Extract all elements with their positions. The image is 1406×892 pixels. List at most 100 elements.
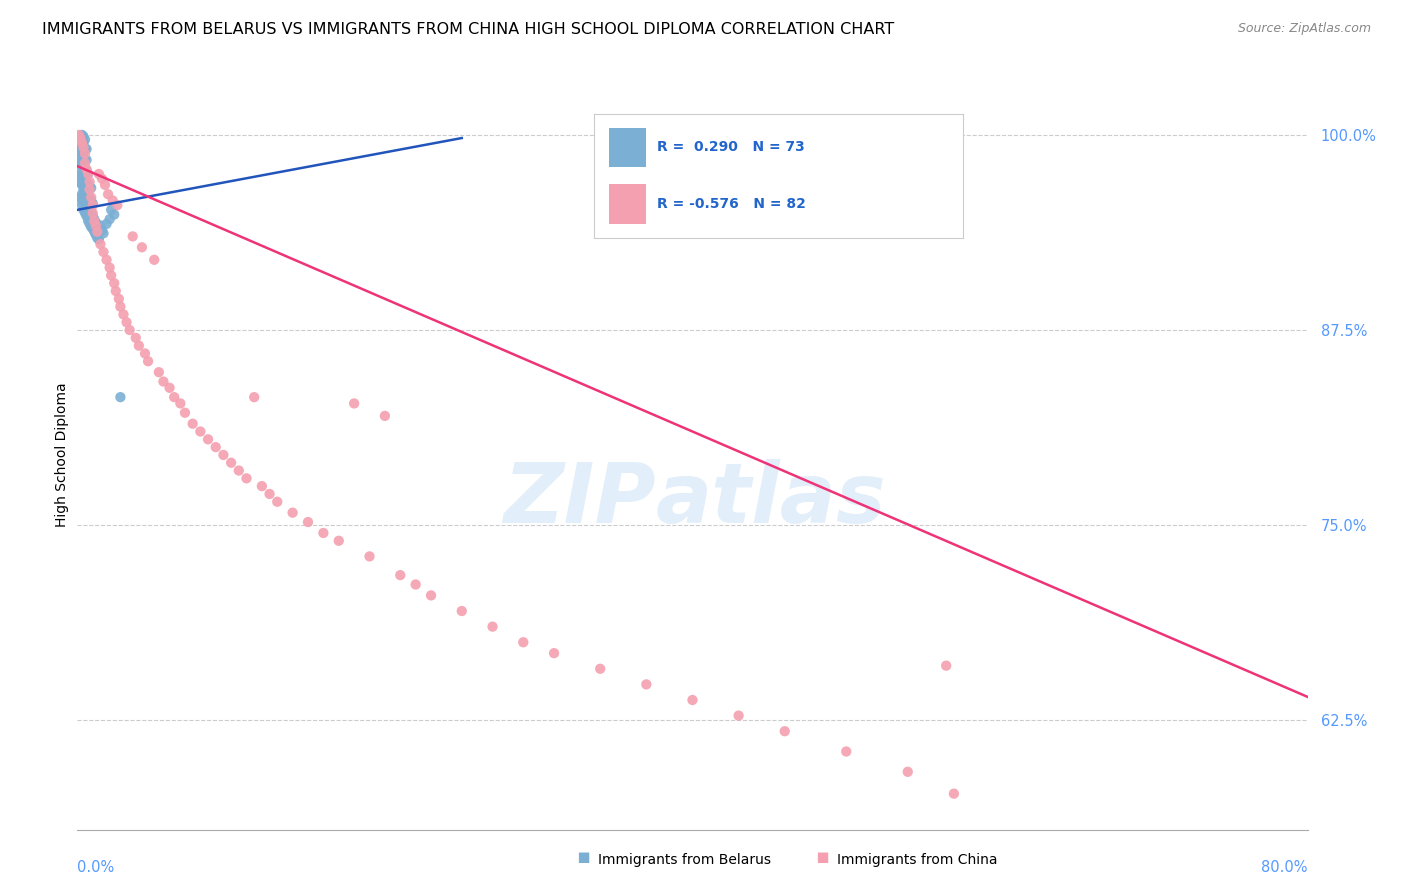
Text: Immigrants from China: Immigrants from China bbox=[837, 853, 997, 867]
Point bbox=[204, 440, 226, 454]
Point bbox=[73, 142, 96, 156]
Point bbox=[80, 190, 103, 204]
Point bbox=[243, 390, 266, 404]
Point bbox=[82, 221, 104, 235]
Point bbox=[727, 708, 749, 723]
Text: ▪: ▪ bbox=[576, 847, 591, 867]
Point bbox=[101, 194, 124, 208]
Point bbox=[281, 506, 304, 520]
Point bbox=[72, 202, 94, 217]
Point bbox=[188, 425, 212, 439]
Point bbox=[405, 577, 427, 591]
Point bbox=[82, 196, 104, 211]
Point bbox=[636, 677, 658, 691]
Point bbox=[121, 229, 143, 244]
Point bbox=[235, 471, 257, 485]
Point bbox=[72, 189, 94, 203]
Point bbox=[76, 209, 98, 223]
Point bbox=[110, 300, 132, 314]
Point bbox=[94, 178, 117, 192]
Point bbox=[79, 182, 101, 196]
Point bbox=[90, 223, 114, 237]
Point bbox=[79, 192, 101, 206]
Point bbox=[82, 198, 104, 212]
Point bbox=[359, 549, 381, 564]
Point bbox=[108, 292, 131, 306]
Point bbox=[136, 354, 159, 368]
Point bbox=[82, 209, 104, 223]
Point bbox=[93, 244, 115, 259]
Point bbox=[96, 252, 118, 267]
Point bbox=[70, 157, 93, 171]
Text: Source: ZipAtlas.com: Source: ZipAtlas.com bbox=[1237, 22, 1371, 36]
Point bbox=[67, 128, 90, 142]
Point bbox=[82, 206, 104, 220]
Point bbox=[77, 213, 100, 227]
Point bbox=[72, 145, 94, 159]
Point bbox=[543, 646, 565, 660]
Point bbox=[89, 237, 111, 252]
Point bbox=[73, 162, 96, 177]
Point bbox=[80, 181, 103, 195]
Point bbox=[69, 142, 91, 156]
Point bbox=[73, 132, 96, 146]
Point bbox=[98, 260, 121, 275]
Point bbox=[481, 619, 503, 633]
Point bbox=[589, 662, 612, 676]
Point bbox=[103, 276, 125, 290]
Point bbox=[70, 128, 93, 142]
Point bbox=[76, 153, 98, 167]
Point bbox=[69, 132, 91, 146]
Point bbox=[79, 204, 101, 219]
Point bbox=[105, 198, 128, 212]
Point bbox=[93, 226, 115, 240]
Point bbox=[328, 533, 350, 548]
Point bbox=[259, 487, 281, 501]
Point bbox=[80, 194, 103, 208]
Point bbox=[73, 194, 96, 208]
Point bbox=[96, 217, 118, 231]
Point bbox=[118, 323, 141, 337]
Point bbox=[70, 136, 93, 150]
Point bbox=[79, 179, 101, 194]
Point bbox=[115, 315, 138, 329]
Point bbox=[90, 171, 114, 186]
Point bbox=[159, 381, 181, 395]
Point bbox=[250, 479, 273, 493]
Point bbox=[72, 129, 94, 144]
Point bbox=[682, 693, 704, 707]
Point bbox=[72, 136, 94, 150]
Point bbox=[69, 190, 91, 204]
Text: atlas: atlas bbox=[655, 459, 886, 541]
Point bbox=[148, 365, 170, 379]
Point bbox=[70, 187, 93, 202]
Point bbox=[110, 390, 132, 404]
Y-axis label: High School Diploma: High School Diploma bbox=[55, 383, 69, 527]
Point bbox=[73, 206, 96, 220]
Point bbox=[72, 156, 94, 170]
Point bbox=[212, 448, 235, 462]
Point bbox=[97, 187, 120, 202]
Point bbox=[228, 463, 250, 477]
Point bbox=[103, 207, 125, 221]
Point bbox=[219, 456, 242, 470]
Point bbox=[374, 409, 396, 423]
Point bbox=[143, 252, 166, 267]
Point bbox=[73, 184, 96, 198]
Text: Immigrants from Belarus: Immigrants from Belarus bbox=[598, 853, 770, 867]
Point bbox=[897, 764, 920, 779]
Point bbox=[72, 182, 94, 196]
Point bbox=[69, 171, 91, 186]
Point bbox=[70, 167, 93, 181]
Point bbox=[77, 189, 100, 203]
Point bbox=[450, 604, 472, 618]
Point bbox=[69, 151, 91, 165]
Point bbox=[84, 219, 107, 233]
Point bbox=[197, 432, 219, 446]
Point bbox=[512, 635, 534, 649]
Point bbox=[73, 156, 96, 170]
Point bbox=[134, 346, 156, 360]
Point bbox=[100, 202, 122, 217]
Point bbox=[86, 225, 108, 239]
Point bbox=[76, 162, 98, 177]
